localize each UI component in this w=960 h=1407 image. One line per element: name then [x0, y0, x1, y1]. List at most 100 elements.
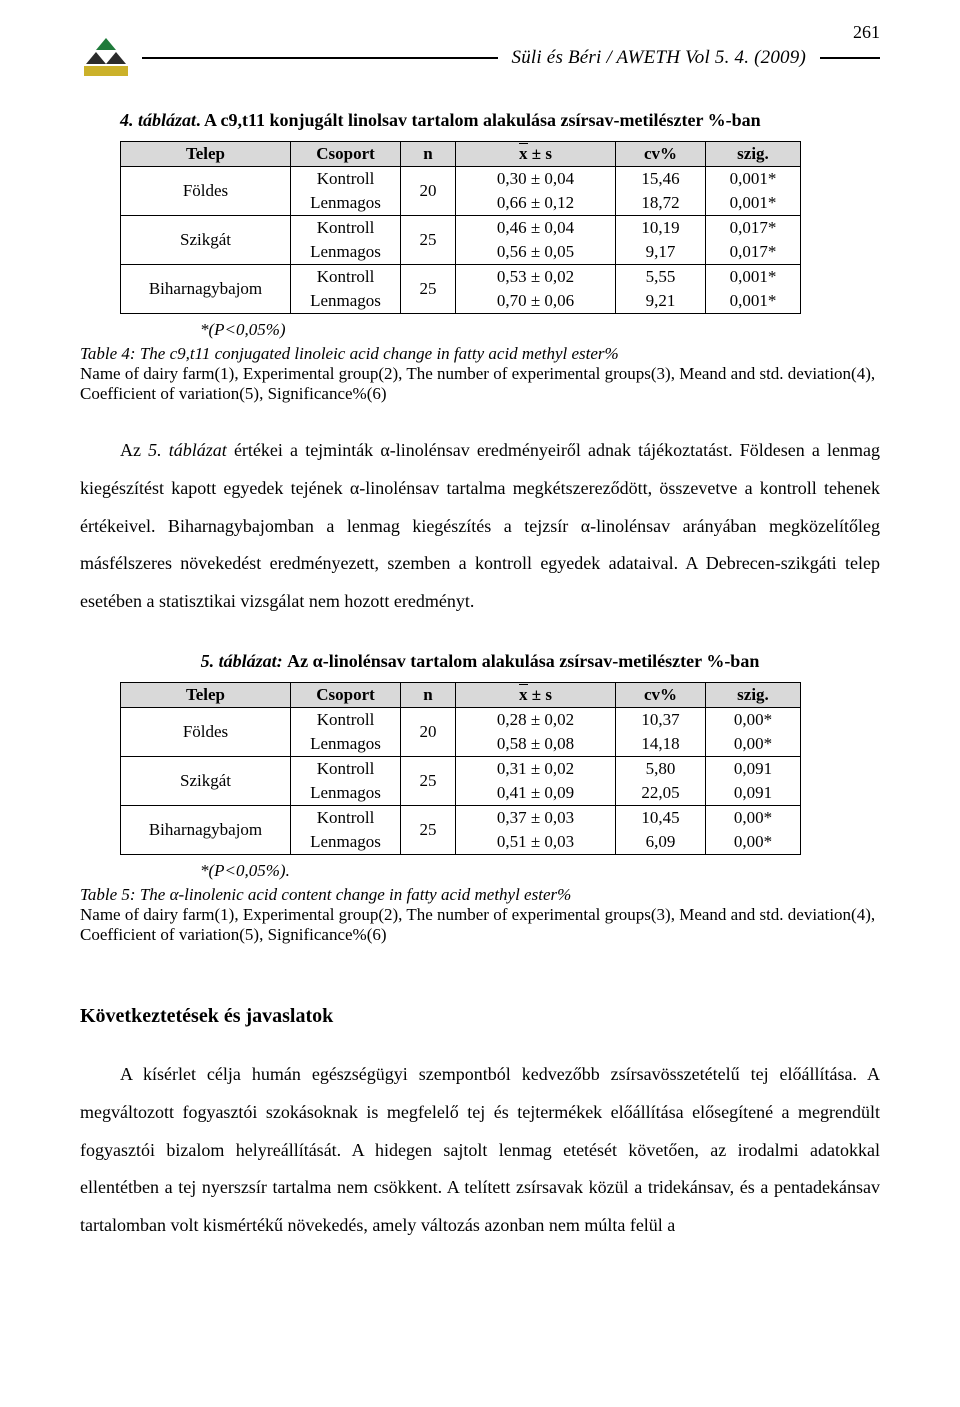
table4-caption-legend: Name of dairy farm(1), Experimental grou… — [80, 364, 880, 404]
cell-n: 20 — [401, 167, 456, 216]
cell-telep: Biharnagybajom — [121, 805, 291, 854]
cell-csoport: Lenmagos — [291, 732, 401, 757]
cell-cv: 9,21 — [616, 289, 706, 314]
cell-csoport: Kontroll — [291, 756, 401, 781]
th-telep: Telep — [121, 142, 291, 167]
cell-xs: 0,37 ± 0,03 — [456, 805, 616, 830]
cell-n: 20 — [401, 707, 456, 756]
table-row: Biharnagybajom Kontroll 25 0,37 ± 0,03 1… — [121, 805, 801, 830]
page-header: Süli és Béri / AWETH Vol 5. 4. (2009) — [80, 36, 880, 80]
th-n: n — [401, 142, 456, 167]
paragraph-results: Az 5. táblázat értékei a tejminták α-lin… — [80, 432, 880, 621]
cell-cv: 22,05 — [616, 781, 706, 806]
th-csoport: Csoport — [291, 142, 401, 167]
table5-title: 5. táblázat: Az α-linolénsav tartalom al… — [80, 651, 880, 672]
th-cv: cv% — [616, 142, 706, 167]
cell-xs: 0,46 ± 0,04 — [456, 216, 616, 241]
table-row: Biharnagybajom Kontroll 25 0,53 ± 0,02 5… — [121, 265, 801, 290]
table5: Telep Csoport n x ± s cv% szig. Földes K… — [120, 682, 801, 855]
cell-xs: 0,30 ± 0,04 — [456, 167, 616, 192]
paragraph-conclusions: A kísérlet célja humán egészségügyi szem… — [80, 1056, 880, 1245]
page-number: 261 — [853, 22, 880, 43]
rule-right — [820, 57, 880, 59]
cell-xs: 0,56 ± 0,05 — [456, 240, 616, 265]
table-row: Földes Kontroll 20 0,30 ± 0,04 15,46 0,0… — [121, 167, 801, 192]
th-cv: cv% — [616, 682, 706, 707]
table4: Telep Csoport n x ± s cv% szig. Földes K… — [120, 141, 801, 314]
cell-cv: 5,80 — [616, 756, 706, 781]
cell-n: 25 — [401, 756, 456, 805]
table4-title-label: 4. táblázat — [120, 110, 196, 130]
table4-caption-italic: Table 4: The c9,t11 conjugated linoleic … — [80, 344, 880, 364]
table4-footnote: *(P<0,05%) — [200, 320, 880, 340]
table5-header-row: Telep Csoport n x ± s cv% szig. — [121, 682, 801, 707]
cell-cv: 9,17 — [616, 240, 706, 265]
cell-xs: 0,53 ± 0,02 — [456, 265, 616, 290]
cell-xs: 0,31 ± 0,02 — [456, 756, 616, 781]
cell-szig: 0,00* — [706, 707, 801, 732]
cell-szig: 0,001* — [706, 289, 801, 314]
th-szig: szig. — [706, 682, 801, 707]
cell-xs: 0,70 ± 0,06 — [456, 289, 616, 314]
th-telep: Telep — [121, 682, 291, 707]
cell-szig: 0,017* — [706, 240, 801, 265]
cell-xs: 0,58 ± 0,08 — [456, 732, 616, 757]
journal-title-bar: Süli és Béri / AWETH Vol 5. 4. (2009) — [142, 47, 880, 69]
cell-szig: 0,001* — [706, 167, 801, 192]
table-row: Szikgát Kontroll 25 0,31 ± 0,02 5,80 0,0… — [121, 756, 801, 781]
table5-caption-italic: Table 5: The α-linolenic acid content ch… — [80, 885, 880, 905]
rule-left — [142, 57, 498, 59]
th-xs: x ± s — [456, 682, 616, 707]
cell-szig: 0,091 — [706, 756, 801, 781]
cell-csoport: Kontroll — [291, 167, 401, 192]
journal-logo-icon — [80, 36, 132, 80]
cell-telep: Földes — [121, 167, 291, 216]
cell-cv: 10,45 — [616, 805, 706, 830]
cell-csoport: Kontroll — [291, 265, 401, 290]
cell-cv: 18,72 — [616, 191, 706, 216]
section-heading-conclusions: Következtetések és javaslatok — [80, 1005, 880, 1028]
cell-csoport: Kontroll — [291, 805, 401, 830]
cell-csoport: Kontroll — [291, 216, 401, 241]
cell-n: 25 — [401, 805, 456, 854]
cell-csoport: Lenmagos — [291, 289, 401, 314]
table4-header-row: Telep Csoport n x ± s cv% szig. — [121, 142, 801, 167]
th-csoport: Csoport — [291, 682, 401, 707]
cell-szig: 0,001* — [706, 265, 801, 290]
table-row: Szikgát Kontroll 25 0,46 ± 0,04 10,19 0,… — [121, 216, 801, 241]
cell-telep: Szikgát — [121, 756, 291, 805]
table4-title: 4. táblázat. A c9,t11 konjugált linolsav… — [120, 110, 880, 131]
cell-cv: 5,55 — [616, 265, 706, 290]
cell-n: 25 — [401, 216, 456, 265]
cell-szig: 0,017* — [706, 216, 801, 241]
cell-cv: 10,37 — [616, 707, 706, 732]
cell-csoport: Lenmagos — [291, 191, 401, 216]
cell-n: 25 — [401, 265, 456, 314]
table5-caption-legend: Name of dairy farm(1), Experimental grou… — [80, 905, 880, 945]
table4-title-rest: . A c9,t11 konjugált linolsav tartalom a… — [196, 110, 761, 130]
cell-szig: 0,001* — [706, 191, 801, 216]
th-szig: szig. — [706, 142, 801, 167]
cell-xs: 0,28 ± 0,02 — [456, 707, 616, 732]
cell-telep: Szikgát — [121, 216, 291, 265]
cell-cv: 6,09 — [616, 830, 706, 855]
journal-reference: Süli és Béri / AWETH Vol 5. 4. (2009) — [512, 47, 807, 69]
cell-csoport: Kontroll — [291, 707, 401, 732]
cell-csoport: Lenmagos — [291, 240, 401, 265]
table5-footnote: *(P<0,05%). — [200, 861, 880, 881]
cell-szig: 0,00* — [706, 805, 801, 830]
th-n: n — [401, 682, 456, 707]
cell-szig: 0,091 — [706, 781, 801, 806]
cell-telep: Földes — [121, 707, 291, 756]
cell-csoport: Lenmagos — [291, 781, 401, 806]
cell-cv: 15,46 — [616, 167, 706, 192]
cell-cv: 10,19 — [616, 216, 706, 241]
cell-xs: 0,51 ± 0,03 — [456, 830, 616, 855]
table-row: Földes Kontroll 20 0,28 ± 0,02 10,37 0,0… — [121, 707, 801, 732]
cell-telep: Biharnagybajom — [121, 265, 291, 314]
page-container: 261 Süli és Béri / AWETH Vol 5. 4. (2009… — [0, 0, 960, 1407]
cell-xs: 0,41 ± 0,09 — [456, 781, 616, 806]
cell-xs: 0,66 ± 0,12 — [456, 191, 616, 216]
cell-szig: 0,00* — [706, 830, 801, 855]
cell-szig: 0,00* — [706, 732, 801, 757]
